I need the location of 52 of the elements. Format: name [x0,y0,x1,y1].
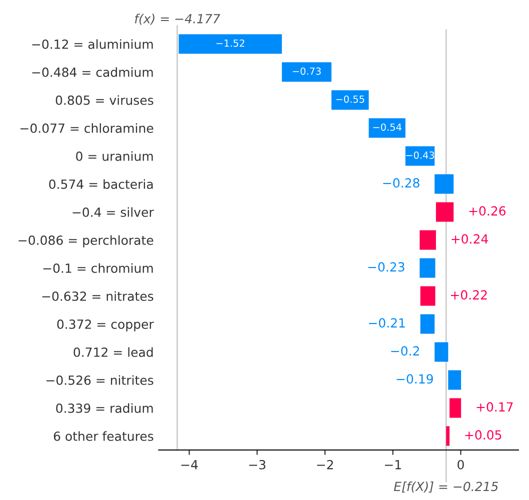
y-tick-label: 0.339 = radium [56,403,153,413]
bar [331,90,369,110]
x-tick-label: −3 [249,460,266,470]
data-label: +0.26 [469,206,506,216]
y-tick-label: 0.805 = viruses [56,95,154,105]
y-tick-label: 0.574 = bacteria [49,179,153,189]
bar [450,398,462,418]
bar [420,230,436,250]
x-tick-label: −1 [384,460,401,470]
bar [405,146,435,166]
y-tick-label: −0.086 = perchlorate [18,235,154,248]
data-label: −0.55 [336,95,364,103]
bar [446,426,450,446]
ref-line-label: f(x) = −4.177 [134,14,220,25]
y-tick-label: −0.526 = nitrites [46,375,154,385]
ref-line-label: E[f(X)] = −0.215 [394,482,498,493]
bar [436,202,454,222]
y-tick-label: −0.484 = cadmium [32,67,153,77]
data-label: −0.19 [396,374,433,384]
data-label: −0.21 [368,318,405,328]
data-label: +0.22 [450,290,487,300]
y-tick-label: −0.077 = chloramine [20,123,154,133]
y-tick-label: 0 = uranium [76,151,153,161]
data-label: +0.24 [452,234,488,244]
x-tick-label: −2 [317,460,333,470]
bar [420,314,435,334]
bar [420,286,436,306]
data-label: −0.73 [292,67,321,75]
bar [434,174,454,194]
bar [448,370,462,390]
data-label: +0.05 [465,430,502,440]
data-label: −0.23 [368,262,404,272]
data-label: −0.28 [383,178,420,188]
bar [368,118,406,138]
y-tick-label: 0.712 = lead [74,347,153,357]
bar [434,342,448,362]
bar [420,258,436,278]
bar [178,34,282,54]
data-label: −0.54 [373,123,402,131]
y-tick-label: −0.4 = silver [72,207,154,217]
x-tick-label: 0 [458,460,464,470]
y-tick-label: 6 other features [54,431,154,441]
bar [282,62,332,82]
x-tick-label: −4 [181,460,198,470]
data-label: −1.52 [216,39,244,47]
data-label: +0.17 [476,402,513,412]
y-tick-label: −0.632 = nitrates [42,291,154,301]
y-tick-label: −0.12 = aluminium [32,39,153,49]
y-tick-label: 0.372 = copper [57,319,154,332]
data-label: −0.2 [391,346,419,356]
data-label: −0.43 [406,151,434,159]
y-tick-label: −0.1 = chromium [43,263,153,273]
